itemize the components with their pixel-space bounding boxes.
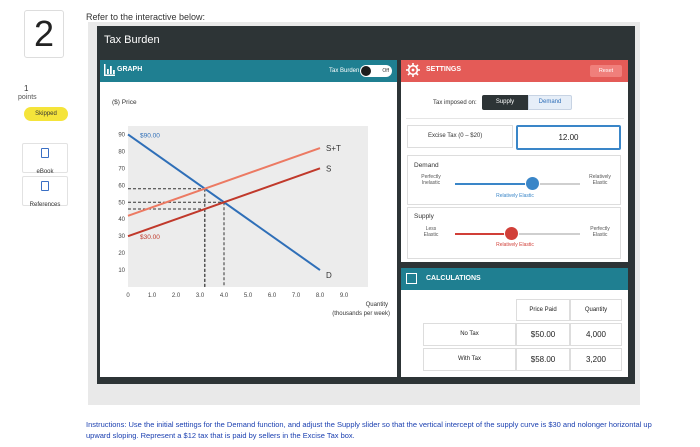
- supply-slider-value: Relatively Elastic: [496, 242, 534, 248]
- y-tick-80: 80: [118, 149, 125, 155]
- tax-on-supply-button[interactable]: Supply: [482, 95, 528, 110]
- with-tax-quantity: 3,200: [570, 348, 622, 371]
- demand-right-label: Relatively Elastic: [580, 174, 620, 186]
- y-tick-50: 50: [118, 200, 125, 206]
- x-tick-5: 5.0: [244, 293, 253, 299]
- supply-right-label: Perfectly Elastic: [580, 226, 620, 238]
- points-label: points: [18, 94, 37, 101]
- annotation-0: $90.00: [140, 132, 160, 139]
- series-label-d: D: [326, 271, 332, 280]
- demand-left-label-2: Inelastic: [421, 180, 441, 186]
- tax-burden-toggle-label: Tax Burden: [329, 68, 360, 74]
- toggle-state: Off: [382, 68, 389, 74]
- demand-right-label-2: Elastic: [592, 180, 608, 186]
- x-tick-2: 2.0: [172, 293, 181, 299]
- plot-area: [128, 126, 368, 287]
- y-axis-label: ($) Price: [112, 99, 137, 106]
- points-value: 1: [24, 84, 29, 93]
- supply-demand-chart: ($) Price 10 20 30 40 50 60 70 80 90 0 1.0 2.0 3.0 4.0…: [112, 99, 390, 317]
- x-axis-label: Quantity: [366, 302, 388, 308]
- question-prompt: Refer to the interactive below:: [86, 12, 206, 22]
- annotation-1: $30.00: [140, 234, 160, 241]
- y-tick-60: 60: [118, 183, 125, 189]
- y-tick-20: 20: [118, 251, 125, 257]
- supply-right-label-2: Elastic: [592, 232, 608, 238]
- x-axis-unit-label: (thousands per week): [332, 311, 390, 317]
- reset-button[interactable]: Reset: [590, 65, 622, 77]
- y-tick-10: 10: [118, 268, 125, 274]
- no-tax-quantity: 4,000: [570, 323, 622, 346]
- demand-left-label-1: Perfectly: [421, 174, 441, 180]
- demand-slider-box: [407, 155, 621, 205]
- y-tick-70: 70: [118, 166, 125, 172]
- supply-slider-box: [407, 207, 621, 259]
- series-line-s: [127, 167, 321, 238]
- graph-body: ($) Price 10 20 30 40 50 60 70 80 90 0 1.0 2.0 3.0 4.0…: [100, 82, 397, 377]
- x-tick-6: 6.0: [268, 293, 277, 299]
- settings-title: SETTINGS: [426, 66, 462, 73]
- calculations-header: [401, 268, 628, 290]
- x-tick-9: 9.0: [340, 293, 349, 299]
- ebook-label: eBook: [36, 169, 54, 175]
- demand-slider-fill: [455, 183, 533, 185]
- book-icon: [41, 148, 49, 158]
- with-tax-price-paid: $58.00: [516, 348, 570, 371]
- settings-header: [401, 60, 628, 82]
- x-tick-1: 1.0: [148, 293, 157, 299]
- status-badge: Skipped: [24, 107, 68, 121]
- toggle-knob: [361, 66, 371, 76]
- question-number: 2: [24, 10, 64, 58]
- tax-burden-toggle[interactable]: Off: [360, 65, 392, 77]
- graph-header: [100, 60, 397, 82]
- series-label-s-t: S+T: [326, 144, 341, 153]
- demand-slider-title: Demand: [414, 162, 439, 169]
- widget-title: Tax Burden: [104, 34, 160, 46]
- divider: [406, 118, 624, 119]
- document-icon: [41, 181, 49, 191]
- y-tick-90: 90: [118, 132, 125, 138]
- supply-slider-fill: [455, 233, 512, 235]
- graph-title: GRAPH: [117, 66, 143, 73]
- demand-right-label-1: Relatively: [589, 174, 611, 180]
- demand-slider-value: Relatively Elastic: [496, 193, 534, 199]
- calculator-icon: [406, 273, 417, 284]
- widget-titlebar: Tax Burden: [97, 26, 635, 54]
- x-tick-8: 8.0: [316, 293, 325, 299]
- demand-left-label: Perfectly Inelastic: [412, 174, 450, 186]
- col-header-quantity: Quantity: [570, 299, 622, 321]
- supply-slider-title: Supply: [414, 213, 434, 220]
- instructions-text: Instructions: Use the initial settings f…: [86, 420, 652, 440]
- excise-tax-input[interactable]: 12.00: [516, 125, 621, 150]
- no-tax-price-paid: $50.00: [516, 323, 570, 346]
- calculations-body: Price Paid Quantity No Tax $50.00 4,000 …: [401, 290, 628, 377]
- row-label-no-tax: No Tax: [423, 323, 516, 346]
- x-tick-7: 7.0: [292, 293, 301, 299]
- row-label-with-tax: With Tax: [423, 348, 516, 371]
- bar-chart-icon: [104, 64, 115, 76]
- supply-left-label-1: Less: [425, 226, 437, 232]
- y-tick-30: 30: [118, 234, 125, 240]
- excise-tax-label: Excise Tax (0 – $20): [407, 125, 513, 148]
- references-label: References: [29, 202, 61, 208]
- col-header-price-paid: Price Paid: [516, 299, 570, 321]
- demand-slider-knob[interactable]: [526, 177, 539, 190]
- tax-on-demand-button[interactable]: Demand: [528, 95, 572, 110]
- series-line-s-t: [127, 147, 321, 217]
- supply-right-label-1: Perfectly: [590, 226, 610, 232]
- ebook-button[interactable]: eBook: [22, 143, 68, 175]
- series-label-s: S: [326, 164, 331, 173]
- x-tick-4: 4.0: [220, 293, 229, 299]
- supply-left-label: Less Elastic: [412, 226, 450, 238]
- supply-slider-knob[interactable]: [504, 227, 518, 240]
- y-tick-40: 40: [118, 217, 125, 223]
- x-tick-3: 3.0: [196, 293, 205, 299]
- supply-left-label-2: Elastic: [423, 232, 439, 238]
- references-button[interactable]: References: [22, 176, 68, 208]
- gear-icon: [406, 63, 420, 77]
- x-tick-0: 0: [126, 293, 130, 299]
- demand-slider-track[interactable]: [455, 183, 580, 185]
- calculations-title: CALCULATIONS: [426, 275, 481, 282]
- tax-imposed-label: Tax imposed on:: [433, 100, 477, 106]
